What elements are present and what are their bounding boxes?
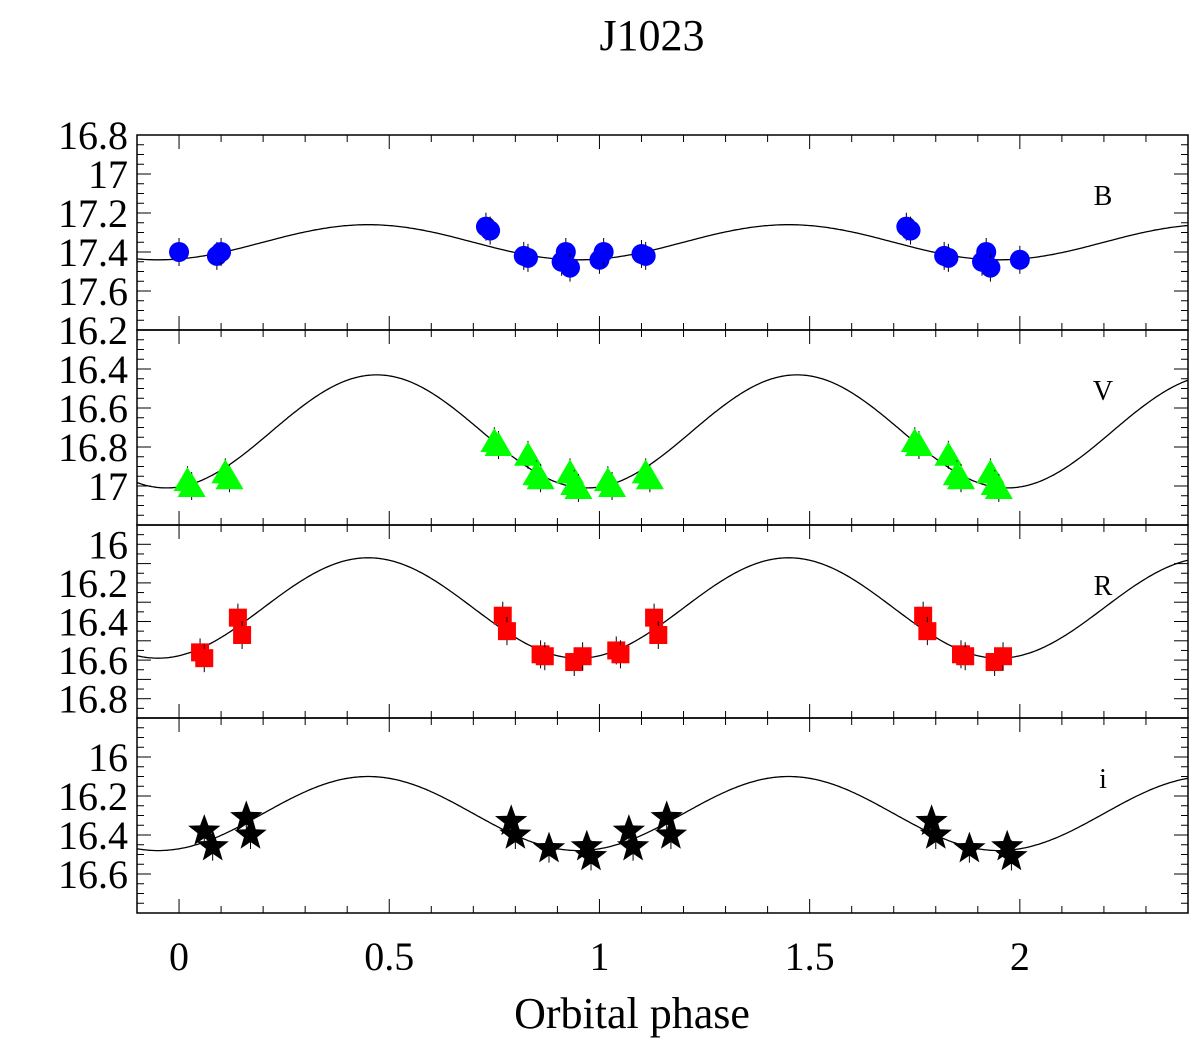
data-point [535, 647, 554, 666]
x-tick-label: 2 [1010, 934, 1030, 979]
data-point [1009, 249, 1030, 270]
data-point [915, 804, 948, 836]
data-point [196, 829, 229, 861]
x-tick-label: 1.5 [785, 934, 835, 979]
data-point [904, 432, 933, 457]
y-tick-label: 16.6 [58, 386, 128, 431]
x-axis: 0 0.5 1 1.5 2 [169, 934, 1030, 979]
data-point [555, 242, 576, 262]
data-point [980, 257, 1001, 278]
data-point [995, 839, 1028, 871]
data-point [976, 242, 997, 262]
y-tick-label: 17 [88, 152, 128, 197]
y-tick-label: 16.4 [58, 600, 128, 645]
data-point [211, 242, 232, 262]
data-point [480, 220, 501, 241]
band-label: R [1094, 571, 1113, 602]
data-point [234, 818, 267, 849]
y-tick-label: 17.2 [58, 191, 128, 236]
y-tick-label: 16.6 [58, 638, 128, 683]
data-point [635, 245, 656, 266]
data-point [956, 647, 975, 666]
chart-title: J1023 [599, 11, 704, 60]
band-label: B [1094, 181, 1113, 212]
y-tick-label: 16.6 [58, 852, 128, 897]
data-point [654, 818, 688, 849]
data-point [991, 829, 1024, 861]
data-point [169, 242, 190, 262]
data-point [188, 814, 221, 845]
y-tick-label: 16 [88, 735, 128, 780]
data-point [517, 247, 538, 268]
data-point [228, 608, 247, 627]
data-point [645, 608, 664, 627]
data-point [914, 606, 933, 625]
data-point [195, 649, 214, 668]
data-point [593, 242, 614, 262]
band-label: i [1099, 764, 1107, 795]
panels: 16.81717.217.417.616.2B16.416.616.817V16… [58, 113, 1189, 914]
data-point [233, 626, 252, 645]
data-point [649, 626, 668, 645]
data-point [918, 622, 937, 641]
x-tick-label: 1 [589, 934, 609, 979]
data-point [215, 465, 244, 490]
y-tick-label: 16.8 [58, 113, 128, 158]
panel-V: 16.416.616.817 V [58, 329, 1189, 526]
data-point [177, 473, 206, 497]
data-point [934, 441, 963, 466]
x-axis-label: Orbital phase [514, 989, 750, 1038]
data-point [953, 831, 986, 863]
data-point [994, 647, 1013, 666]
data-point [612, 814, 645, 845]
data-point [900, 220, 921, 241]
x-tick-label: 0.5 [364, 934, 414, 979]
data-point [526, 465, 555, 490]
model-curve [136, 374, 1189, 489]
y-tick-label: 17 [88, 464, 128, 509]
y-tick-label: 16.8 [58, 677, 128, 722]
data-point [532, 831, 566, 863]
data-point [635, 465, 664, 490]
y-tick-label: 16.4 [58, 813, 128, 858]
y-tick-label: 16.8 [58, 425, 128, 470]
data-point [230, 800, 263, 832]
panel-frame [136, 329, 1189, 526]
panel-frame [136, 134, 1189, 331]
data-point [611, 645, 630, 664]
data-point [574, 839, 608, 871]
data-point [560, 257, 581, 278]
data-point [564, 474, 593, 499]
data-point [573, 647, 592, 666]
data-point [497, 622, 516, 641]
y-tick-label: 16 [88, 522, 128, 567]
data-point [598, 473, 627, 497]
data-point [484, 432, 513, 457]
y-tick-label: 17.6 [58, 269, 128, 314]
data-point [570, 829, 603, 861]
model-curve [136, 224, 1189, 261]
data-point [946, 465, 975, 490]
y-tick-label: 16.4 [58, 347, 128, 392]
y-tick-label: 16.2 [58, 561, 128, 606]
y-tick-label: 16.2 [58, 774, 128, 819]
y-tick-label: 17.4 [58, 230, 128, 275]
data-point [499, 818, 532, 849]
band-label: V [1093, 376, 1113, 407]
data-point [919, 818, 952, 849]
data-point [938, 247, 959, 268]
data-point [650, 800, 683, 832]
x-tick-label: 0 [169, 934, 189, 979]
data-point [493, 606, 512, 625]
data-point [616, 829, 650, 861]
data-point [513, 441, 542, 466]
data-point [984, 474, 1013, 499]
y-tick-label: 16.2 [58, 308, 128, 353]
data-point [495, 804, 528, 836]
